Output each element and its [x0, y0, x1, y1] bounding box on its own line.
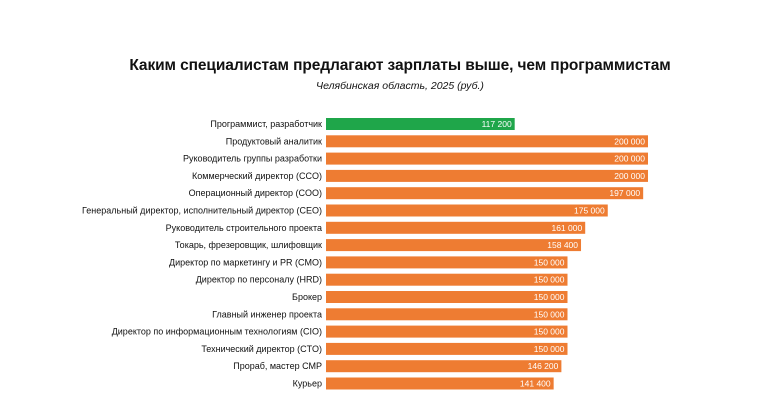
chart-subtitle: Челябинская область, 2025 (руб.)	[316, 80, 484, 92]
bar	[326, 325, 568, 338]
value-label: 161 000	[551, 223, 582, 233]
category-label: Директор по персоналу (HRD)	[196, 275, 322, 285]
category-label: Операционный директор (COO)	[189, 188, 322, 198]
category-label: Курьер	[293, 379, 322, 389]
value-label: 175 000	[574, 206, 605, 216]
bar	[326, 239, 582, 252]
bar	[326, 291, 568, 303]
value-label: 150 000	[534, 257, 565, 267]
bar	[326, 256, 568, 269]
bar	[326, 377, 554, 390]
bar	[326, 118, 515, 130]
category-label: Технический директор (CTO)	[201, 344, 322, 354]
chart-title: Каким специалистам предлагают зарплаты в…	[129, 57, 671, 74]
category-label: Руководитель группы разработки	[183, 154, 322, 164]
value-label: 150 000	[534, 344, 565, 354]
value-label: 158 400	[547, 240, 578, 250]
category-label: Директор по информационным технологиям (…	[112, 327, 322, 337]
bar	[326, 187, 644, 200]
category-label: Генеральный директор, исполнительный дир…	[82, 206, 322, 216]
category-label: Прораб, мастер СМР	[233, 361, 322, 371]
value-label: 197 000	[609, 188, 640, 198]
value-label: 146 200	[528, 361, 559, 371]
category-label: Директор по маркетингу и PR (CMO)	[169, 257, 322, 267]
value-label: 200 000	[614, 136, 645, 146]
bar	[326, 221, 586, 234]
bar	[326, 169, 648, 182]
value-label: 150 000	[534, 309, 565, 319]
category-label: Главный инженер проекта	[212, 309, 322, 319]
value-label: 200 000	[614, 171, 645, 181]
category-label: Коммерческий директор (CCO)	[192, 171, 322, 181]
bar	[326, 308, 568, 321]
value-label: 150 000	[534, 327, 565, 337]
value-label: 150 000	[534, 275, 565, 285]
value-label: 200 000	[614, 154, 645, 164]
bar	[326, 152, 648, 165]
value-label: 117 200	[482, 119, 512, 129]
bar	[326, 360, 562, 373]
category-label: Брокер	[292, 292, 322, 302]
category-label: Руководитель строительного проекта	[166, 223, 322, 233]
category-label: Токарь, фрезеровщик, шлифовщик	[175, 240, 322, 250]
category-label: Продуктовый аналитик	[226, 136, 322, 146]
value-label: 141 400	[520, 379, 551, 389]
value-label: 150 000	[534, 292, 565, 302]
bar	[326, 204, 608, 217]
bar	[326, 135, 648, 148]
category-label: Программист, разработчик	[210, 119, 322, 129]
bar	[326, 342, 568, 355]
bar	[326, 273, 568, 286]
